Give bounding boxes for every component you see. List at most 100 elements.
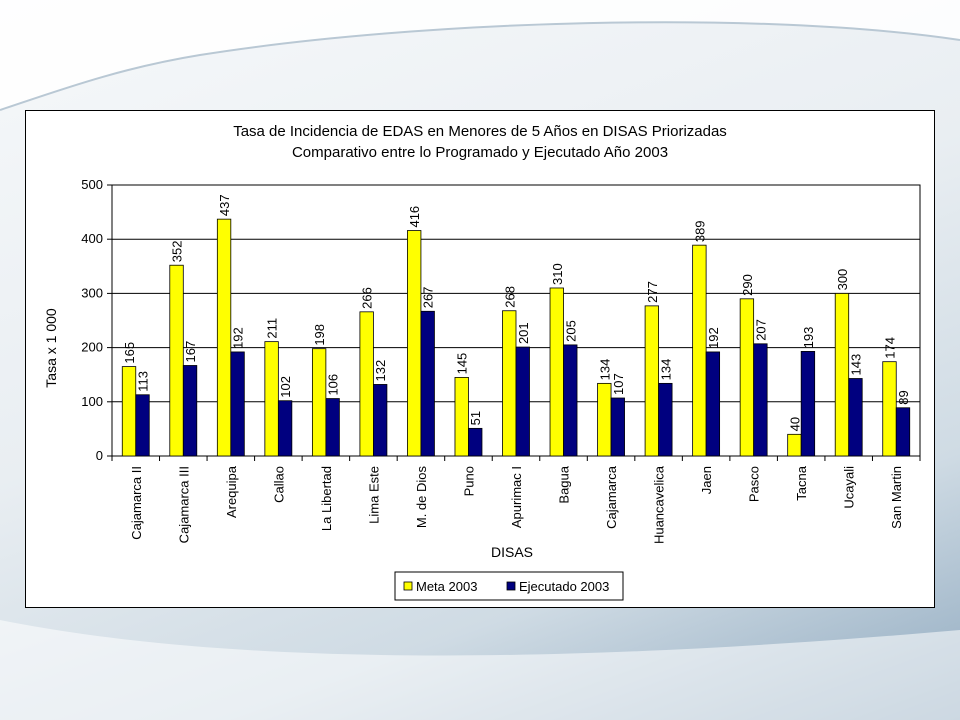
bar-chart: Tasa de Incidencia de EDAS en Menores de… bbox=[43, 123, 921, 601]
bar-meta bbox=[597, 382, 612, 457]
value-label-meta: 277 bbox=[645, 281, 660, 303]
value-label-ejecutado: 51 bbox=[468, 411, 483, 425]
value-label-meta: 310 bbox=[550, 263, 565, 285]
axis-layer: 0 100 200 300 400 500 Cajamarca II Cajamarca II… bbox=[81, 177, 921, 544]
bar-ejecutado bbox=[753, 343, 768, 457]
value-label-meta: 389 bbox=[692, 220, 707, 242]
bar-meta bbox=[121, 366, 137, 457]
category-label: Ucayali bbox=[842, 466, 857, 509]
y-tick-label: 100 bbox=[81, 394, 103, 409]
bar-meta bbox=[264, 341, 279, 457]
bar-ejecutado bbox=[373, 384, 388, 457]
value-label-ejecutado: 113 bbox=[136, 371, 151, 392]
value-label-ejecutado: 107 bbox=[611, 373, 626, 395]
value-label-meta: 300 bbox=[835, 269, 850, 291]
category-label: Jaen bbox=[699, 466, 714, 494]
y-tick-label: 300 bbox=[81, 285, 103, 300]
value-label-meta: 437 bbox=[217, 194, 232, 216]
background-wave-top bbox=[0, 0, 960, 111]
bar-ejecutado bbox=[182, 365, 198, 457]
value-label-ejecutado: 201 bbox=[516, 322, 531, 344]
value-label-meta: 134 bbox=[597, 359, 612, 381]
value-label-meta: 352 bbox=[170, 241, 185, 263]
bar-meta bbox=[502, 310, 517, 457]
legend: Meta 2003 Ejecutado 2003 bbox=[394, 571, 624, 601]
chart-panel: Tasa de Incidencia de EDAS en Menores de… bbox=[25, 110, 935, 608]
bar-ejecutado bbox=[895, 407, 911, 457]
value-label-ejecutado: 143 bbox=[848, 354, 863, 376]
value-label-meta: 145 bbox=[455, 353, 470, 375]
category-label: Tacna bbox=[794, 465, 809, 500]
value-label-ejecutado: 167 bbox=[183, 341, 198, 363]
bar-ejecutado bbox=[135, 394, 150, 457]
category-label: Callao bbox=[271, 466, 286, 503]
value-label-meta: 211 bbox=[265, 318, 280, 339]
value-label-ejecutado: 192 bbox=[706, 327, 721, 349]
value-label-meta: 174 bbox=[882, 337, 897, 359]
bar-ejecutado bbox=[468, 427, 483, 457]
value-label-meta: 268 bbox=[502, 286, 517, 308]
value-label-ejecutado: 192 bbox=[231, 327, 246, 349]
legend-label-meta: Meta 2003 bbox=[416, 579, 477, 594]
bar-meta bbox=[549, 287, 564, 457]
value-label-ejecutado: 102 bbox=[278, 376, 293, 398]
x-axis-title: DISAS bbox=[491, 544, 533, 560]
value-label-meta: 40 bbox=[787, 417, 802, 431]
category-label: M. de Dios bbox=[414, 466, 429, 529]
legend-swatch-meta bbox=[403, 581, 413, 591]
bar-ejecutado bbox=[705, 351, 721, 457]
y-axis-title: Tasa x 1 000 bbox=[43, 308, 59, 388]
bar-meta bbox=[216, 218, 232, 457]
bar-meta bbox=[834, 292, 850, 457]
value-label-meta: 416 bbox=[407, 206, 422, 228]
value-label-ejecutado: 207 bbox=[753, 319, 768, 341]
value-label-meta: 198 bbox=[312, 324, 327, 346]
legend-label-ejecutado: Ejecutado 2003 bbox=[519, 579, 609, 594]
bar-meta bbox=[407, 230, 422, 457]
bar-meta bbox=[359, 311, 374, 457]
value-label-ejecutado: 205 bbox=[563, 320, 578, 342]
bar-ejecutado bbox=[277, 400, 293, 457]
labels-layer: 165 113 352 167 437 192 211 102 198 106 266 132 416 2… bbox=[122, 194, 911, 431]
bars-layer bbox=[121, 218, 911, 457]
category-label: Apurimac I bbox=[509, 466, 524, 528]
bar-meta bbox=[454, 377, 469, 457]
category-label: Cajamarca III bbox=[176, 466, 191, 543]
bar-meta bbox=[311, 348, 327, 457]
bar-ejecutado bbox=[420, 310, 435, 457]
bar-meta bbox=[644, 305, 659, 457]
value-label-ejecutado: 89 bbox=[896, 390, 911, 404]
bar-ejecutado bbox=[563, 344, 578, 457]
bar-meta bbox=[882, 361, 897, 457]
category-label: Pasco bbox=[747, 466, 762, 502]
value-label-meta: 266 bbox=[360, 287, 375, 309]
chart-title: Tasa de Incidencia de EDAS en Menores de… bbox=[233, 123, 727, 140]
bar-ejecutado bbox=[658, 382, 673, 457]
category-label: Huancavelica bbox=[652, 465, 667, 544]
value-label-ejecutado: 193 bbox=[801, 327, 816, 349]
value-label-ejecutado: 132 bbox=[373, 360, 388, 382]
y-tick-label: 200 bbox=[81, 340, 103, 355]
y-tick-label: 0 bbox=[96, 448, 103, 463]
value-label-ejecutado: 106 bbox=[326, 374, 341, 396]
bar-ejecutado bbox=[230, 351, 245, 457]
category-label: La Libertad bbox=[319, 466, 334, 531]
value-label-ejecutado: 134 bbox=[658, 359, 673, 381]
category-label: Cajamarca II bbox=[129, 466, 144, 540]
y-tick-label: 400 bbox=[81, 231, 103, 246]
category-label: Cajamarca bbox=[604, 465, 619, 529]
category-label: Puno bbox=[461, 466, 476, 496]
category-label: Lima Este bbox=[366, 466, 381, 524]
category-label: San Martin bbox=[889, 466, 904, 529]
bar-ejecutado bbox=[800, 350, 816, 457]
value-label-ejecutado: 267 bbox=[421, 287, 436, 309]
bar-meta bbox=[739, 298, 755, 457]
y-tick-label: 500 bbox=[81, 177, 103, 192]
category-label: Arequipa bbox=[224, 465, 239, 518]
bar-ejecutado bbox=[848, 378, 863, 457]
chart-subtitle: Comparativo entre lo Programado y Ejecut… bbox=[292, 144, 668, 161]
bar-meta bbox=[787, 433, 802, 457]
value-label-meta: 165 bbox=[122, 342, 137, 364]
legend-swatch-ejecutado bbox=[506, 581, 516, 591]
bar-ejecutado bbox=[515, 346, 530, 457]
